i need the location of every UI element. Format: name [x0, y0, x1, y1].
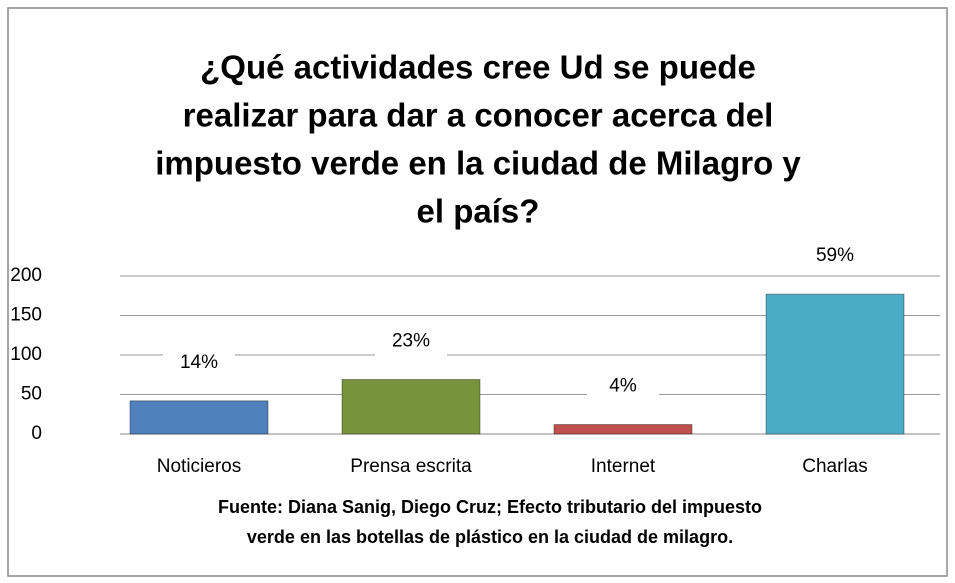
bar — [129, 400, 269, 435]
chart-title: impuesto verde en la ciudad de Milagro y — [155, 145, 801, 182]
y-tick-label: 50 — [21, 384, 42, 405]
bar — [341, 378, 481, 435]
data-label: 14% — [180, 352, 218, 373]
x-tick-label: Noticieros — [157, 456, 241, 477]
data-label: 23% — [392, 331, 430, 352]
chart-title: el país? — [417, 193, 540, 230]
y-tick-label: 200 — [10, 265, 42, 286]
y-tick-label: 100 — [10, 344, 42, 365]
source-note: verde en las botellas de plástico en la … — [247, 527, 733, 547]
chart-border — [7, 7, 948, 577]
x-tick-label: Prensa escrita — [350, 456, 472, 477]
y-tick-label: 150 — [10, 305, 42, 326]
data-label-bg — [799, 240, 871, 273]
chart-title: realizar para dar a conocer acerca del — [183, 97, 774, 134]
data-label-bg — [375, 325, 447, 358]
source-note: Fuente: Diana Sanig, Diego Cruz; Efecto … — [218, 497, 762, 517]
x-tick-label: Internet — [591, 456, 656, 477]
data-label: 4% — [609, 376, 637, 397]
data-label-bg — [587, 370, 659, 403]
data-label: 59% — [816, 245, 854, 266]
bar — [553, 424, 693, 435]
data-label-bg — [163, 346, 235, 379]
y-tick-label: 0 — [31, 423, 42, 444]
bar — [765, 293, 905, 435]
chart-title: ¿Qué actividades cree Ud se puede — [200, 49, 756, 86]
x-tick-label: Charlas — [802, 456, 867, 477]
